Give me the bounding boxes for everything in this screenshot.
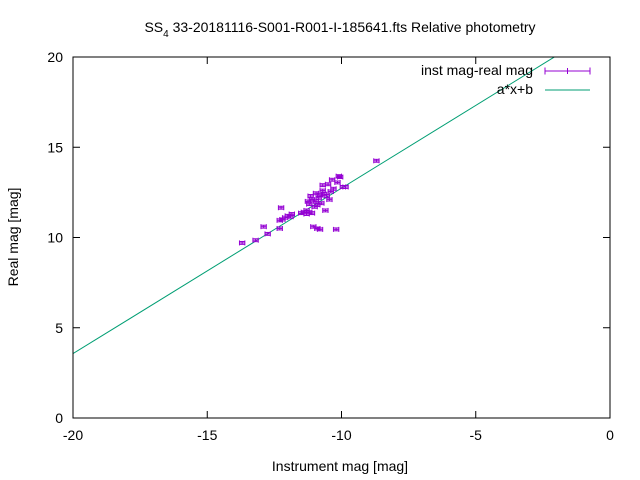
data-point bbox=[334, 179, 341, 185]
x-tick-label: 0 bbox=[606, 427, 614, 443]
data-point bbox=[319, 188, 326, 194]
x-tick-label: -15 bbox=[197, 427, 217, 443]
data-point bbox=[342, 184, 349, 190]
data-point bbox=[336, 174, 344, 180]
data-point bbox=[276, 225, 283, 231]
x-axis-label: Instrument mag [mag] bbox=[272, 458, 408, 474]
y-tick-label: 5 bbox=[55, 320, 63, 336]
data-point bbox=[373, 158, 380, 164]
x-tick-label: -5 bbox=[470, 427, 483, 443]
data-point bbox=[322, 207, 329, 213]
data-points-layer bbox=[238, 158, 380, 246]
data-point bbox=[328, 177, 336, 183]
data-point bbox=[306, 201, 313, 207]
data-point bbox=[330, 186, 337, 192]
y-tick-label: 0 bbox=[55, 410, 63, 426]
data-point bbox=[277, 205, 285, 211]
data-point bbox=[332, 226, 340, 232]
data-point bbox=[316, 192, 324, 198]
x-tick-label: -10 bbox=[331, 427, 351, 443]
data-point bbox=[288, 211, 296, 217]
data-point bbox=[323, 193, 330, 199]
chart-title-prefix: SS bbox=[144, 19, 163, 35]
data-point bbox=[238, 240, 246, 246]
y-axis-label: Real mag [mag] bbox=[5, 188, 21, 287]
axes-layer: -20 -15 -10 -5 0 0 5 10 15 20 bbox=[47, 49, 614, 443]
y-tick-label: 10 bbox=[47, 230, 63, 246]
chart-title: SS4 33-20181116-S001-R001-I-185641.fts R… bbox=[144, 19, 535, 40]
legend-label-points: inst mag-real mag bbox=[421, 62, 533, 78]
y-tick-label: 20 bbox=[47, 49, 63, 65]
data-point bbox=[326, 197, 333, 203]
y-tick-label: 15 bbox=[47, 139, 63, 155]
data-point bbox=[316, 226, 324, 232]
legend: inst mag-real mag a*x+b bbox=[421, 62, 591, 97]
data-point bbox=[319, 182, 326, 188]
data-point bbox=[264, 231, 271, 237]
data-point bbox=[307, 193, 314, 199]
data-point bbox=[260, 224, 267, 230]
data-point bbox=[308, 210, 316, 216]
data-point bbox=[252, 237, 259, 243]
legend-label-fit: a*x+b bbox=[497, 81, 533, 97]
x-tick-label: -20 bbox=[63, 427, 83, 443]
chart-title-subscript: 4 bbox=[163, 29, 169, 40]
data-point bbox=[335, 173, 342, 179]
chart-title-suffix: 33-20181116-S001-R001-I-185641.fts Relat… bbox=[169, 19, 536, 35]
legend-swatch-points bbox=[544, 67, 591, 75]
data-point bbox=[324, 181, 332, 187]
plot-frame bbox=[72, 56, 611, 419]
data-point bbox=[318, 200, 325, 206]
